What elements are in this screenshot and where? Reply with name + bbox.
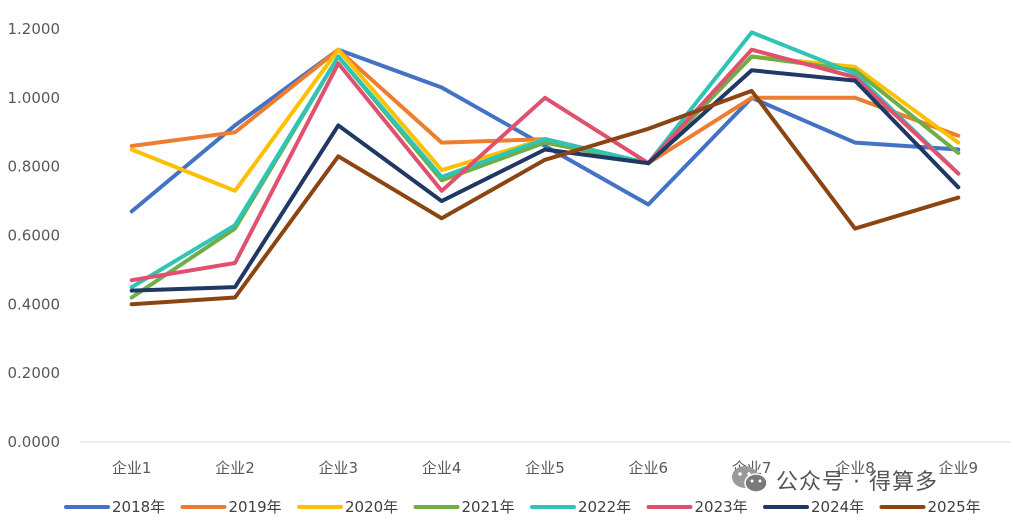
y-tick-label: 0.0000 [8,433,61,451]
legend-item[interactable]: 2025年 [879,498,981,516]
x-tick-label: 企业5 [525,459,565,477]
series-lines [129,30,961,307]
x-tick-label: 企业9 [939,459,979,477]
legend-label: 2024年 [811,498,864,516]
series-line [129,54,961,300]
watermark-text: 公众号 · 得算多 [776,470,938,495]
x-tick-label: 企业6 [629,459,669,477]
y-tick-label: 1.0000 [8,89,61,107]
legend-label: 2022年 [578,498,631,516]
legend[interactable]: 2018年 2019年 2020年 2021年 2022年 2023年 2024年 2025年 [64,498,981,516]
legend-label: 2019年 [229,498,282,516]
wechat-icon [732,466,768,493]
legend-item[interactable]: 2019年 [180,498,282,516]
x-tick-label: 企业3 [319,459,359,477]
y-tick-label: 0.6000 [8,227,61,245]
series-line [129,88,961,307]
series-line [129,47,961,283]
legend-item[interactable]: 2023年 [646,498,748,516]
y-axis-ticks: 0.0000 0.2000 0.4000 0.6000 0.8000 1.0000 1.20… [8,20,61,451]
legend-label: 2018年 [112,498,165,516]
y-tick-label: 1.2000 [8,20,61,38]
x-tick-label: 企业2 [215,459,255,477]
legend-item[interactable]: 2024年 [763,498,864,516]
legend-label: 2020年 [345,498,398,516]
watermark: 公众号 · 得算多 [730,462,938,498]
series-line [129,68,961,293]
legend-item[interactable]: 2018年 [64,498,165,516]
x-tick-label: 企业4 [422,459,462,477]
legend-label: 2025年 [928,498,981,516]
legend-item[interactable]: 2022年 [530,498,631,516]
series-line [129,30,961,290]
y-tick-label: 0.8000 [8,158,61,176]
series-line [129,47,961,214]
y-tick-label: 0.2000 [8,364,61,382]
legend-item[interactable]: 2021年 [413,498,515,516]
legend-label: 2023年 [695,498,748,516]
y-tick-label: 0.4000 [8,295,61,313]
x-tick-label: 企业1 [112,459,152,477]
legend-item[interactable]: 2020年 [297,498,398,516]
legend-label: 2021年 [462,498,515,516]
x-tick-label: 企业8 [835,459,875,477]
